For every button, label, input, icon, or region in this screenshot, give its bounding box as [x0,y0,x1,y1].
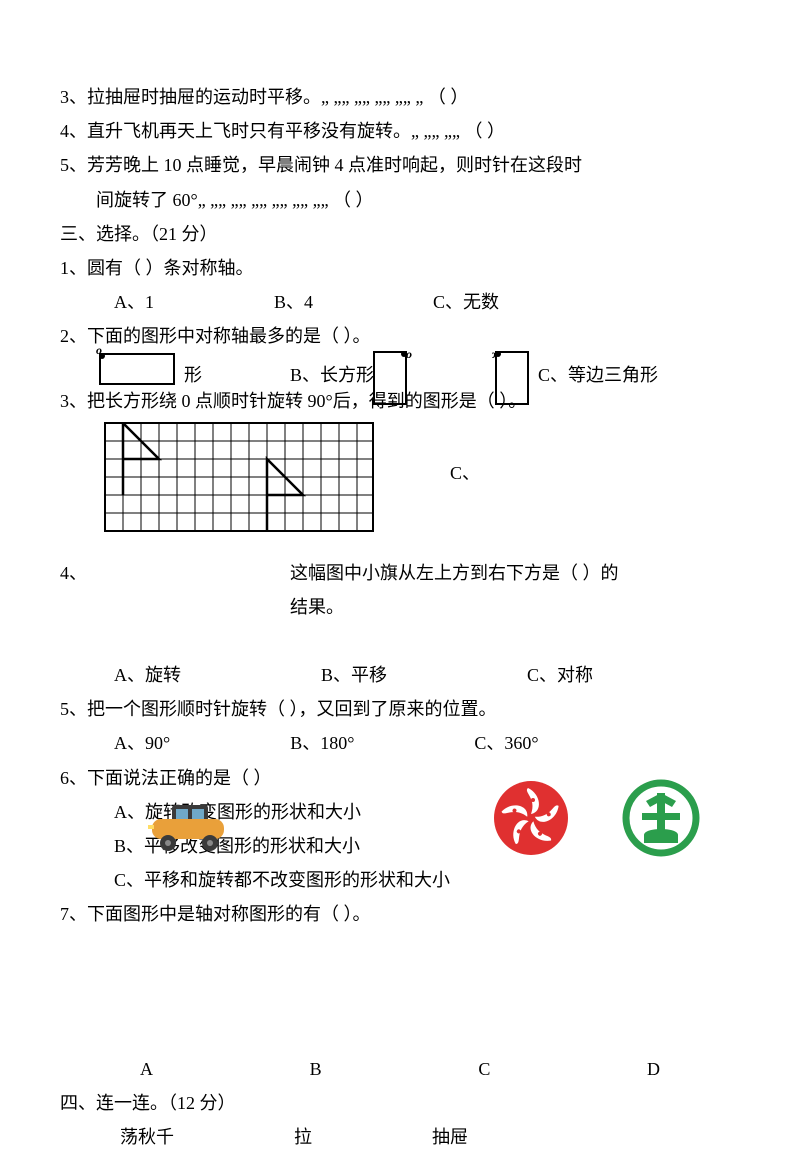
s3-q5: 5、把一个图形顺时针旋转（ ），又回到了原来的位置。 [60,692,740,726]
s3-q5-opt-c[interactable]: C、360° [474,726,538,760]
s3-q7-opt-a[interactable]: A [140,1052,153,1086]
s3-q4-intro: 4、 [60,556,290,624]
s3-q1-options: A、1 B、4 C、无数 [60,285,740,319]
s3-q7-opt-b[interactable]: B [310,1052,322,1086]
s3-q1-opt-b[interactable]: B、4 [274,285,313,319]
s3-q4-text1: 这幅图中小旗从左上方到右下方是（ ）的 [290,556,740,590]
s3-q2-opt-b[interactable]: B、长方形 [290,358,374,392]
match-row: 荡秋千 拉 抽屉 [60,1120,740,1154]
section3-title: 三、选择。（21 分） [60,217,740,251]
s3-q2-opt-a-text[interactable]: 形 [184,358,202,392]
judge-q5-line2: 间旋转了 60°„ „„ „„ „„ „„ „„ „„ （ ） [60,183,740,217]
judge-q4: 4、直升飞机再天上飞时只有平移没有旋转。„ „„ „„ （ ） [60,114,740,148]
s3-q1-opt-a[interactable]: A、1 [114,285,154,319]
match-item-c[interactable]: 抽屉 [432,1120,468,1154]
s3-q5-options: A、90° B、180° C、360° [60,726,740,760]
s3-q7: 7、下面图形中是轴对称图形的有（ ）。 [60,897,740,931]
svg-text:o: o [96,348,102,357]
car-icon [146,801,234,864]
s3-q7-opt-c[interactable]: C [478,1052,490,1086]
judge-q3: 3、拉抽屉时抽屉的运动时平移。„ „„ „„ „„ „„ „ （ ） [60,80,740,114]
svg-text:o: o [406,348,412,361]
s3-q2-rect1: o [96,348,178,390]
abc-bank-icon [622,779,700,857]
grid-flags-diagram [104,422,374,532]
s3-q7-letters: A B C D [60,1052,740,1086]
s3-q4-text2: 结果。 [290,590,740,624]
s3-q7-opt-d[interactable]: D [647,1052,660,1086]
s3-q4-opt-b[interactable]: B、平移 [321,658,387,692]
svg-text:o: o [492,348,496,361]
s3-q5-opt-a[interactable]: A、90° [114,726,170,760]
s3-q3-opt-c[interactable]: C、 [450,456,480,490]
s3-q2-rect2: o [370,348,412,408]
s3-q4-row: 4、 这幅图中小旗从左上方到右下方是（ ）的 结果。 [60,556,740,624]
match-item-a[interactable]: 荡秋千 [120,1120,174,1154]
s3-q6-opt-c[interactable]: C、平移和旋转都不改变图形的形状和大小 [60,863,740,897]
section4-title: 四、连一连。（12 分） [60,1086,740,1120]
match-item-b[interactable]: 拉 [294,1120,312,1154]
s3-q5-opt-b[interactable]: B、180° [290,726,354,760]
s3-q2-rect3: o [492,348,534,408]
s3-q1-opt-c[interactable]: C、无数 [433,285,499,319]
s3-q2-opt-c[interactable]: C、等边三角形 [538,358,658,392]
s3-q1: 1、圆有（ ）条对称轴。 [60,251,740,285]
s3-q4-options: A、旋转 B、平移 C、对称 [60,658,740,692]
hk-flag-icon [492,779,570,857]
s3-q4-opt-c[interactable]: C、对称 [527,658,593,692]
judge-q5-line1: 5、芳芳晚上 10 点睡觉，早晨闹钟 4 点准时响起，则时针在这段时 [60,148,740,182]
s3-q4-opt-a[interactable]: A、旋转 [114,658,181,692]
